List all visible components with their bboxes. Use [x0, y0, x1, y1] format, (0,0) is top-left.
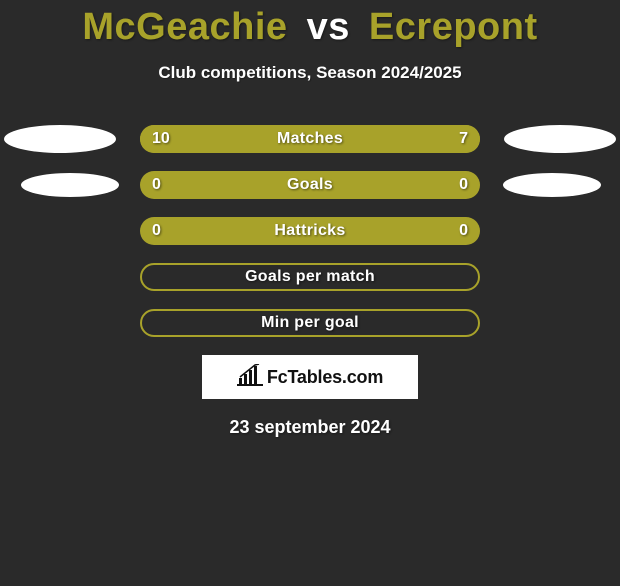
stat-row: Hattricks0 0	[0, 217, 620, 245]
chart-icon	[237, 364, 263, 391]
stat-label: Min per goal	[140, 309, 480, 337]
comparison-infographic: McGeachie vs Ecrepont Club competitions,…	[0, 6, 620, 438]
stat-label: Matches	[140, 125, 480, 153]
player2-name: Ecrepont	[369, 6, 538, 48]
date-line: 23 september 2024	[0, 417, 620, 438]
stat-value-left: 0	[152, 171, 161, 199]
stat-value-right: 7	[459, 125, 468, 153]
page-title: McGeachie vs Ecrepont	[0, 6, 620, 49]
player1-marker	[4, 125, 116, 153]
player2-marker	[503, 173, 601, 197]
stat-value-left: 10	[152, 125, 170, 153]
stat-row: Min per goal	[0, 309, 620, 337]
stat-value-right: 0	[459, 217, 468, 245]
vs-label: vs	[307, 6, 350, 48]
stat-row: Goals0 0	[0, 171, 620, 199]
stat-label: Hattricks	[140, 217, 480, 245]
player2-marker	[504, 125, 616, 153]
player1-marker	[21, 173, 119, 197]
brand-text: FcTables.com	[267, 367, 383, 388]
stat-row: Matches10 7	[0, 125, 620, 153]
player1-name: McGeachie	[82, 6, 287, 48]
stat-row: Goals per match	[0, 263, 620, 291]
stat-rows: Matches107Goals00Hattricks00Goals per ma…	[0, 125, 620, 337]
stat-value-right: 0	[459, 171, 468, 199]
stat-value-left: 0	[152, 217, 161, 245]
stat-label: Goals	[140, 171, 480, 199]
brand-box: FcTables.com	[202, 355, 418, 399]
subtitle: Club competitions, Season 2024/2025	[0, 63, 620, 83]
stat-label: Goals per match	[140, 263, 480, 291]
